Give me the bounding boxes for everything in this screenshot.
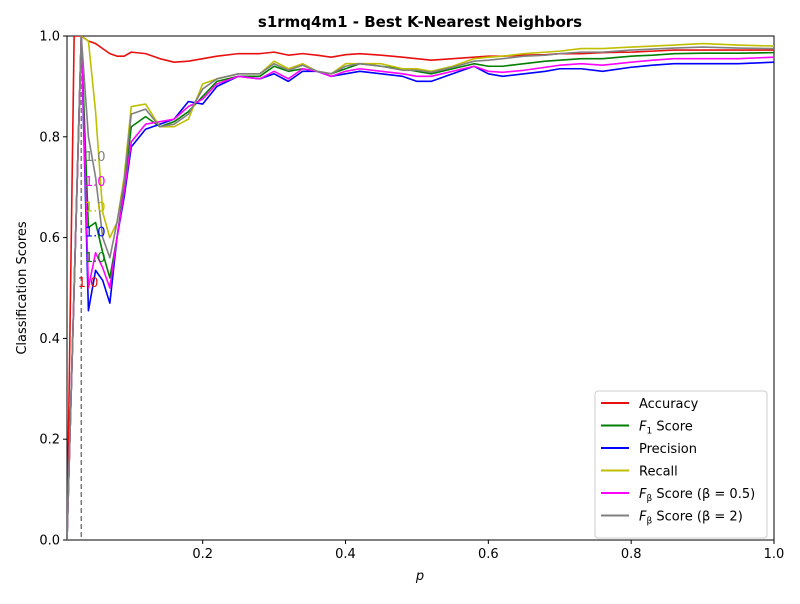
x-axis-label: p — [415, 569, 424, 584]
legend-label: F1 Score — [639, 420, 693, 437]
x-tick-label: 0.4 — [335, 547, 356, 562]
y-tick-label: 0.2 — [39, 433, 60, 448]
x-tick-label: 0.2 — [192, 547, 213, 562]
x-tick-label: 0.6 — [478, 547, 499, 562]
y-tick-label: 1.0 — [39, 30, 60, 45]
series-group — [67, 36, 774, 540]
series-line-4 — [67, 36, 774, 540]
y-tick-label: 0.8 — [39, 130, 60, 145]
series-line-5 — [67, 36, 774, 540]
legend-box — [594, 390, 768, 539]
y-tick-label: 0.6 — [39, 231, 60, 246]
chart-title: s1rmq4m1 - Best K-Nearest Neighbors — [258, 13, 582, 31]
legend-label: Fβ Score (β = 0.5) — [639, 487, 755, 504]
legend-label: Recall — [639, 465, 678, 480]
x-tick-label: 0.8 — [621, 547, 642, 562]
best-value-label: 1.0 — [78, 276, 99, 291]
plot-area: 0.2 0.4 0.6 0.8 1.0 0.0 0.2 0.4 0.6 0.8 1.0 1.0 1.0 1… — [39, 30, 784, 563]
best-value-label: 1.0 — [85, 175, 106, 190]
best-value-label: 1.0 — [85, 251, 106, 266]
x-tick-label: 1.0 — [764, 547, 785, 562]
series-line-0 — [67, 36, 774, 540]
best-value-label: 1.0 — [85, 200, 106, 215]
best-value-label: 1.0 — [85, 226, 106, 241]
axes-frame — [66, 35, 775, 541]
y-tick-label: 0.0 — [39, 534, 60, 549]
legend-label: Accuracy — [639, 397, 699, 412]
legend-label: Fβ Score (β = 2) — [639, 510, 743, 527]
y-axis-label: Classification Scores — [15, 221, 30, 355]
legend: Accuracy F1 Score Precision Recall Fβ Score … — [594, 390, 768, 539]
best-value-label: 1.0 — [85, 150, 106, 165]
y-tick-label: 0.4 — [39, 332, 60, 347]
legend-label: Precision — [639, 442, 697, 457]
